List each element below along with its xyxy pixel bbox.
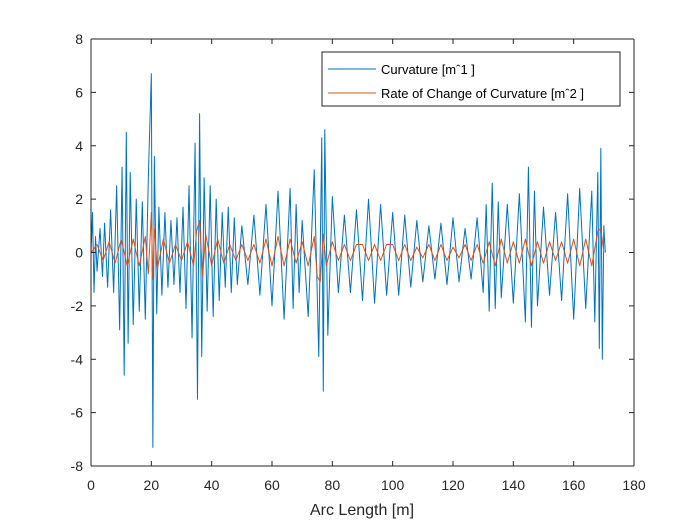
y-tick-label: 0 bbox=[75, 245, 83, 261]
legend: Curvature [mˆ1 ] Rate of Change of Curva… bbox=[321, 51, 621, 107]
legend-box bbox=[321, 51, 621, 107]
x-tick-label: 160 bbox=[562, 477, 586, 493]
x-tick-label: 120 bbox=[441, 477, 465, 493]
x-tick-label: 100 bbox=[381, 477, 405, 493]
y-tick-label: 8 bbox=[75, 31, 83, 47]
y-tick-label: 4 bbox=[75, 138, 83, 154]
y-tick-label: 6 bbox=[75, 84, 83, 100]
series-layer bbox=[90, 73, 606, 448]
y-tick-label: -2 bbox=[71, 298, 84, 314]
x-tick-label: 140 bbox=[502, 477, 526, 493]
x-tick-label: 180 bbox=[622, 477, 646, 493]
x-tick-label: 40 bbox=[204, 477, 220, 493]
x-tick-label: 0 bbox=[87, 477, 95, 493]
x-tick-label: 80 bbox=[325, 477, 341, 493]
y-tick-label: -6 bbox=[71, 405, 84, 421]
rate-of-change-series-line bbox=[90, 211, 605, 283]
y-tick-label: -4 bbox=[71, 351, 84, 367]
legend-label-rate: Rate of Change of Curvature [mˆ2 ] bbox=[381, 86, 584, 101]
y-tick-label: 2 bbox=[75, 191, 83, 207]
y-tick-label: -8 bbox=[71, 458, 84, 474]
ticks-layer: 0 20 40 60 80 100 120 140 160 180 -8 -6 -4 -2 0 2 4 6 8 bbox=[71, 31, 646, 493]
x-axis-title: Arc Length [m] bbox=[310, 502, 414, 519]
x-tick-label: 20 bbox=[144, 477, 160, 493]
x-tick-label: 60 bbox=[264, 477, 280, 493]
legend-label-curvature: Curvature [mˆ1 ] bbox=[381, 62, 475, 77]
